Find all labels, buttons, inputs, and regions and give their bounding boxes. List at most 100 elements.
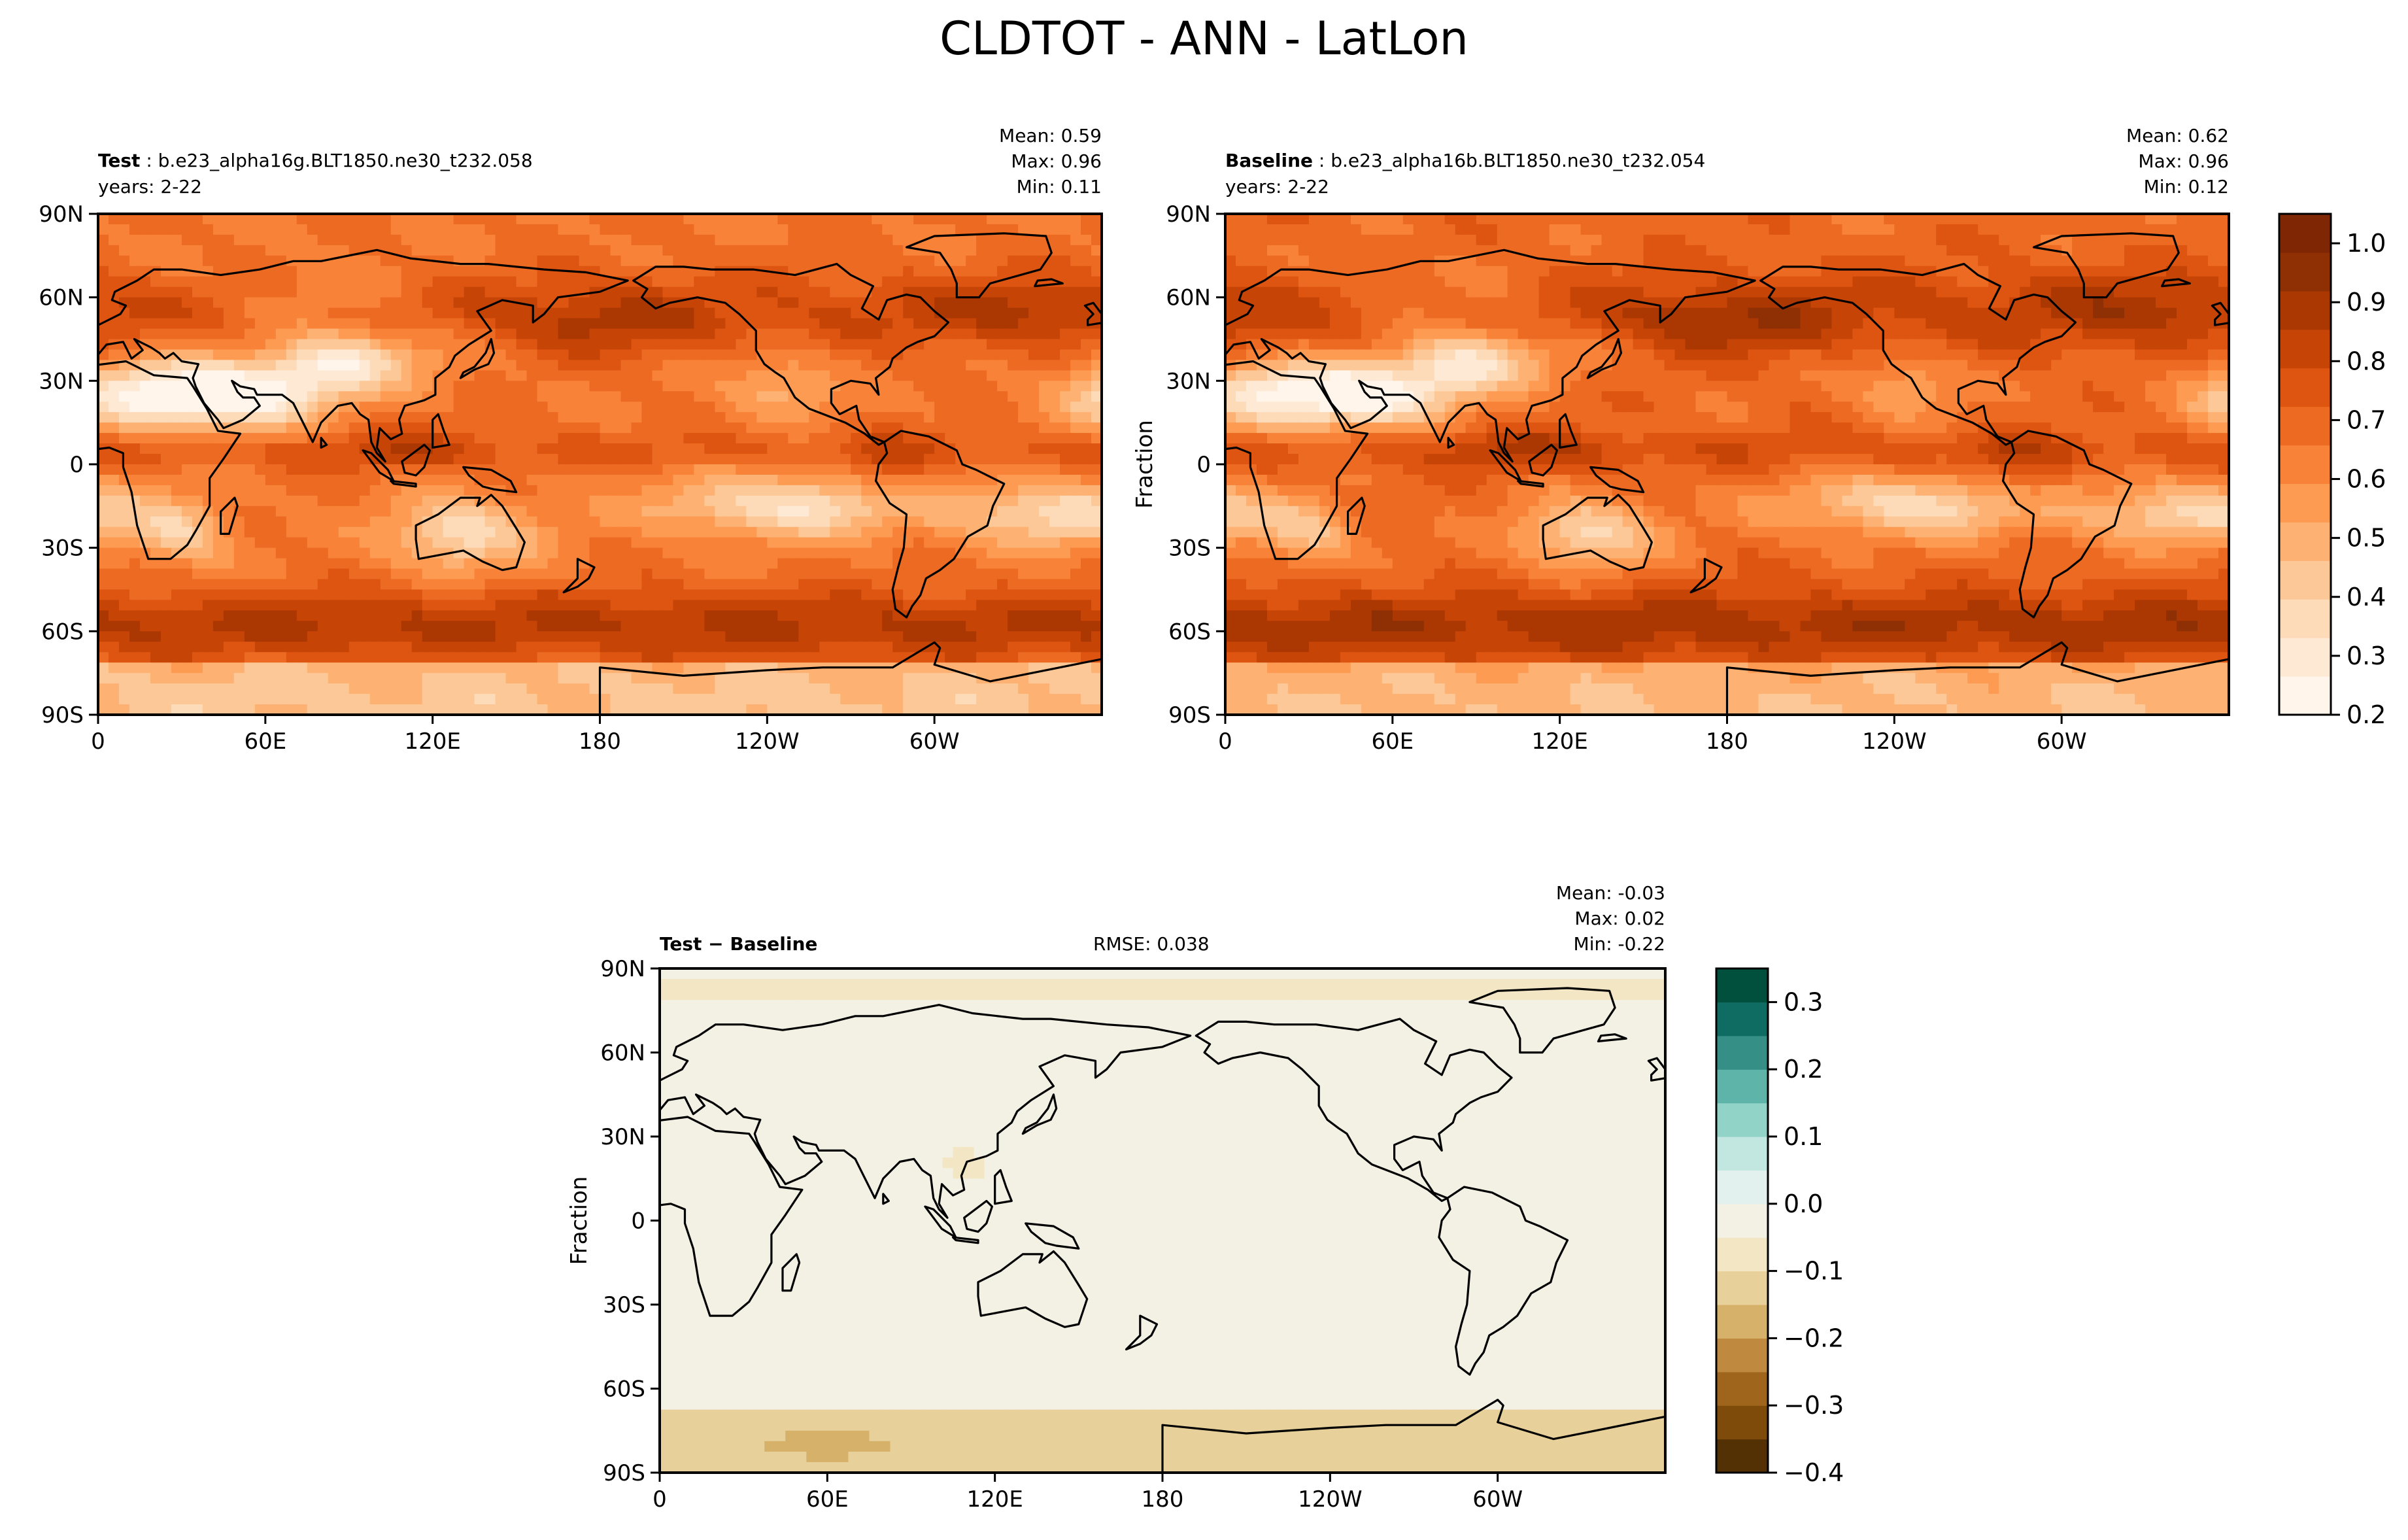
- coast-borneo: [401, 443, 431, 477]
- colorbar-swatch: [1716, 1002, 1768, 1036]
- x-tick-label: 120E: [1531, 728, 1587, 755]
- x-tick-label: 120E: [966, 1486, 1023, 1513]
- x-tick-label: 180: [579, 728, 621, 755]
- colorbar-tick-label: 1.0: [2347, 229, 2386, 258]
- colorbar-swatch: [1716, 1439, 1768, 1473]
- colorbar-swatch: [1716, 1069, 1768, 1104]
- stat-max: Max: 0.02: [1574, 908, 1665, 929]
- colorbar-swatch: [2279, 599, 2331, 638]
- colorbar-tick-label: −0.1: [1784, 1257, 1844, 1286]
- coast-namerica: [1195, 1018, 1513, 1203]
- map-panel-test: 0 60E 120E 180 120W 60W 90N 60N 30N 0 30S 60S 90S Tes…: [39, 125, 1103, 755]
- coast-eurasia: [1225, 248, 1756, 463]
- color-field: [660, 968, 1665, 1473]
- colorbar-swatch: [1716, 1305, 1768, 1339]
- panel-case-label: Baseline : b.e23_alpha16b.BLT1850.ne30_t…: [1225, 150, 1705, 171]
- x-tick-label: 60W: [909, 728, 960, 755]
- y-tick-label: 60N: [39, 285, 84, 311]
- colorbar-tick-label: 0.2: [1784, 1055, 1823, 1084]
- colorbar-tick-label: 0.0: [1784, 1189, 1823, 1218]
- coast-samerica: [2002, 430, 2133, 619]
- coast-antarctica: [598, 641, 1102, 715]
- y-axis-label: Fraction: [566, 1176, 592, 1265]
- y-tick-label: 0: [69, 452, 84, 478]
- colorbar-swatch: [2279, 252, 2331, 292]
- colorbar-swatch: [1716, 1103, 1768, 1137]
- coast-australia: [977, 1250, 1089, 1328]
- colorbar-tick-label: 0.3: [2347, 642, 2386, 670]
- panel-years: years: 2-22: [98, 176, 202, 197]
- coast-newzealand: [562, 558, 596, 594]
- colorbar-tick-label: 0.1: [1784, 1122, 1823, 1151]
- colorbar-tick-label: −0.4: [1784, 1458, 1844, 1487]
- x-tick-label: 0: [91, 728, 105, 755]
- stat-mean: Mean: -0.03: [1556, 882, 1665, 904]
- color-field: [98, 214, 1102, 715]
- y-tick-label: 60S: [603, 1377, 645, 1403]
- y-tick-label: 90S: [603, 1460, 645, 1486]
- x-tick-label: 120W: [1298, 1486, 1363, 1513]
- coast-uk: [1083, 301, 1102, 326]
- y-tick-label: 60N: [1166, 285, 1211, 311]
- coast-madagascar: [1347, 496, 1366, 535]
- colorbar-swatch: [1716, 1405, 1768, 1440]
- coast-sumatra: [924, 1205, 957, 1239]
- map-panel-baseline: 0 60E 120E 180 120W 60W 90N 60N 30N 0 30S 60S 90S Bas…: [1132, 125, 2230, 755]
- colorbar-difference: 0.3 0.2 0.1 0.0 −0.1 −0.2 −0.3 −0.4: [1715, 967, 1844, 1487]
- stat-mean: Mean: 0.59: [999, 125, 1102, 146]
- x-tick-label: 0: [653, 1486, 667, 1513]
- coast-greenland: [2032, 232, 2180, 299]
- colorbar-frame: [2278, 213, 2332, 716]
- y-tick-label: 60N: [600, 1040, 645, 1067]
- coastlines: [660, 987, 1665, 1473]
- colorbar-swatch: [2279, 329, 2331, 369]
- coast-namerica: [632, 263, 950, 446]
- coast-madagascar: [781, 1253, 801, 1292]
- colorbar-tick-label: 0.4: [2347, 583, 2386, 611]
- y-tick-label: 90S: [41, 702, 84, 728]
- coast-philippines: [1559, 413, 1578, 449]
- coast-greenland: [905, 232, 1053, 299]
- case-label-name: : b.e23_alpha16b.BLT1850.ne30_t232.054: [1313, 150, 1705, 171]
- coast-srilanka: [882, 1193, 890, 1205]
- rmse-value: RMSE: 0.038: [1093, 933, 1210, 955]
- stat-min: Min: 0.12: [2144, 176, 2229, 197]
- coast-japan: [459, 337, 496, 379]
- colorbar-swatch: [1716, 968, 1768, 1002]
- x-tick-label: 120E: [404, 728, 460, 755]
- x-tick-label: 60E: [1371, 728, 1414, 755]
- y-tick-label: 60S: [1168, 619, 1211, 645]
- coast-newzealand: [1125, 1314, 1159, 1351]
- colorbar-tick-label: 0.3: [1784, 987, 1823, 1016]
- panel-years: years: 2-22: [1225, 176, 1329, 197]
- y-tick-label: 0: [631, 1208, 645, 1235]
- y-tick-label: 60S: [41, 619, 84, 645]
- colorbar-swatch: [1716, 1338, 1768, 1373]
- coast-africa: [1225, 360, 1369, 560]
- coast-namerica: [1759, 263, 2077, 446]
- colorbar-tick-label: 0.7: [2347, 405, 2386, 434]
- colorbar-swatch: [2279, 522, 2331, 561]
- colorbar-tick-label: 0.9: [2347, 288, 2386, 317]
- case-label-bold: Test: [98, 150, 140, 171]
- coast-newzealand: [1689, 558, 1723, 594]
- x-tick-label: 180: [1142, 1486, 1184, 1513]
- coast-australia: [415, 494, 526, 572]
- x-tick-label: 60W: [2037, 728, 2087, 755]
- y-tick-label: 90N: [600, 956, 645, 982]
- y-tick-label: 90N: [39, 201, 84, 228]
- y-tick-label: 90N: [1166, 201, 1211, 228]
- y-tick-label: 0: [1196, 452, 1211, 478]
- coast-japan: [1586, 337, 1623, 379]
- panel-case-label: Test : b.e23_alpha16g.BLT1850.ne30_t232.…: [98, 150, 533, 171]
- colorbar-tick-label: 0.8: [2347, 347, 2386, 375]
- x-tick-label: 120W: [1862, 728, 1927, 755]
- y-tick-label: 90S: [1168, 702, 1211, 728]
- coast-greenland: [1468, 987, 1616, 1054]
- colorbar-swatch: [1716, 1203, 1768, 1238]
- coast-newguinea: [1025, 1222, 1080, 1250]
- colorbar-frame: [1715, 967, 1769, 1474]
- coast-borneo: [1528, 443, 1558, 477]
- coast-sumatra: [362, 449, 395, 483]
- colorbar-tick-label: −0.2: [1784, 1324, 1844, 1352]
